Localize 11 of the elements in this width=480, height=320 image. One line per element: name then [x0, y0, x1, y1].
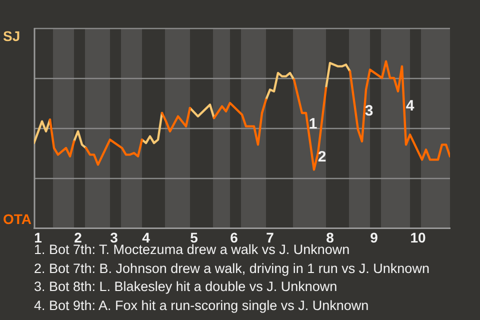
- annotation: 4: [406, 98, 414, 114]
- text: SJ: [3, 28, 20, 44]
- annotation: 3: [364, 102, 374, 120]
- text: 4. Bot 9th: A. Fox hit a run-scoring single vs J. Unknown: [34, 296, 370, 315]
- text: OTA: [3, 211, 32, 227]
- text: 3. Bot 8th: L. Blakesley hit a double vs J. Unknown: [34, 278, 338, 296]
- text: 2. Bot 7th: B. Johnson drew a walk, driving in 1 run vs J. Unknown: [34, 260, 430, 278]
- x-tick-label: 10: [410, 229, 426, 246]
- x-tick-label: 9: [370, 229, 378, 246]
- annotation: 2: [318, 148, 326, 166]
- annotation: 1: [308, 116, 318, 132]
